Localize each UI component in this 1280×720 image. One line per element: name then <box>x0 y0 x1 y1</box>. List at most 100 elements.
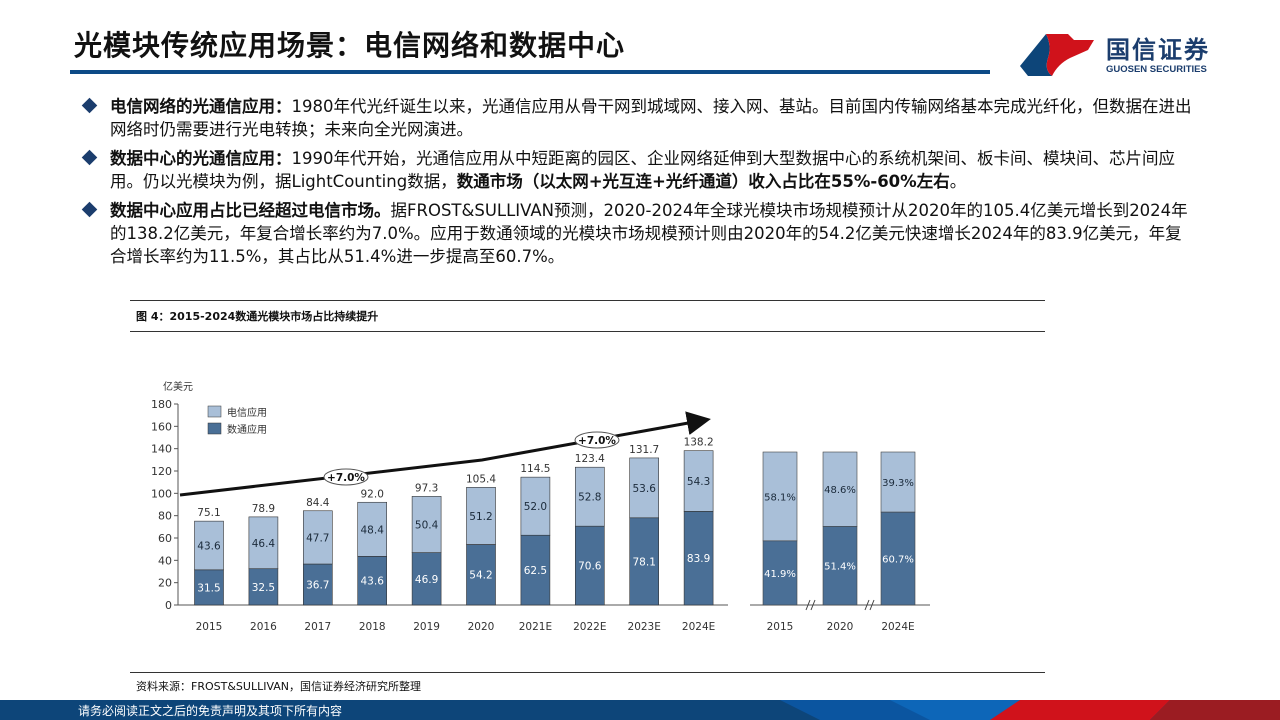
share-telecom-label: 58.1% <box>764 492 796 503</box>
x-tick-label: 2023E <box>628 621 661 633</box>
total-value-label: 105.4 <box>466 473 496 485</box>
datacom-value-label: 54.2 <box>469 570 492 582</box>
bar-telecom <box>302 510 333 565</box>
cagr-label: +7.0% <box>327 472 365 484</box>
market-chart: 亿美元 0 20 40 60 80 100 120 140 160 180 31.5 43.6 75.1 2… <box>151 380 930 633</box>
x-tick-label: 2015 <box>196 621 223 633</box>
legend-swatch-datacom <box>207 422 222 435</box>
source-rule <box>130 672 1045 673</box>
y-tick-label: 180 <box>151 398 172 411</box>
datacom-value-label: 83.9 <box>687 553 710 565</box>
telecom-value-label: 53.6 <box>633 483 657 495</box>
y-tick-label: 100 <box>151 487 172 500</box>
x-tick-label: 2016 <box>250 621 277 633</box>
bullet-heading: 数据中心的光通信应用： <box>110 149 292 168</box>
axis-break-icon <box>864 599 875 611</box>
total-value-label: 92.0 <box>361 488 384 500</box>
bullet-list: 电信网络的光通信应用：1980年代光纤诞生以来，光通信应用从骨干网到城域网、接入… <box>81 95 1194 274</box>
bullet-heading: 数据中心应用占比已经超过电信市场。 <box>110 201 391 220</box>
bar-telecom <box>520 476 551 536</box>
datacom-value-label: 46.9 <box>415 574 438 586</box>
share-telecom-label: 48.6% <box>824 485 856 496</box>
bullet-item: 数据中心的光通信应用：1990年代开始，光通信应用从中短距离的园区、企业网络延伸… <box>81 147 1194 193</box>
total-value-label: 131.7 <box>629 444 659 456</box>
total-value-label: 138.2 <box>684 437 714 449</box>
bar-telecom <box>357 501 388 557</box>
bullet-highlight: 数通市场（以太网+光互连+光纤通道）收入占比在55%-60%左右 <box>456 172 950 191</box>
y-tick-label: 160 <box>151 420 172 433</box>
bullet-item: 电信网络的光通信应用：1980年代光纤诞生以来，光通信应用从骨干网到城域网、接入… <box>81 95 1194 141</box>
x-tick-label: 2022E <box>573 621 606 633</box>
datacom-value-label: 70.6 <box>578 561 602 573</box>
datacom-value-label: 36.7 <box>306 580 329 592</box>
total-value-label: 123.4 <box>575 453 605 465</box>
x-tick-label: 2018 <box>359 621 386 633</box>
bar-datacom <box>520 534 551 606</box>
x-tick-label: 2021E <box>519 621 552 633</box>
bar-telecom <box>194 520 224 571</box>
cagr-badge <box>574 431 620 449</box>
telecom-value-label: 50.4 <box>415 519 439 531</box>
legend-label-telecom: 电信应用 <box>227 406 267 419</box>
y-tick-label: 0 <box>165 599 172 612</box>
telecom-value-label: 46.4 <box>252 538 276 550</box>
bullet-item: 数据中心应用占比已经超过电信市场。据FROST&SULLIVAN预测，2020-… <box>81 199 1194 268</box>
bar-telecom <box>629 457 660 519</box>
bar-telecom <box>683 450 714 512</box>
share-bar-datacom <box>762 540 798 606</box>
share-bar-telecom <box>822 451 858 527</box>
telecom-value-label: 47.7 <box>306 532 329 544</box>
share-telecom-label: 39.3% <box>882 478 914 489</box>
y-tick-label: 40 <box>158 554 172 567</box>
title-divider <box>70 70 990 74</box>
datacom-value-label: 31.5 <box>197 582 220 594</box>
share-x-tick-label: 2024E <box>881 621 914 633</box>
x-tick-label: 2020 <box>468 621 495 633</box>
cagr-trend-arrow <box>179 411 711 497</box>
share-datacom-label: 51.4% <box>824 562 856 573</box>
footer-disclaimer: 请务必阅读正文之后的免责声明及其项下所有内容 <box>78 704 343 718</box>
share-bar-datacom <box>880 511 916 606</box>
bar-datacom <box>629 517 660 606</box>
bullet-text: 1980年代光纤诞生以来，光通信应用从骨干网到城域网、接入网、基站。目前国内传输… <box>110 97 1192 139</box>
logo-mark-icon <box>1020 34 1094 76</box>
datacom-value-label: 43.6 <box>361 576 385 588</box>
footer-decoration-icon <box>780 700 1280 720</box>
bar-datacom <box>411 552 442 606</box>
caption-top-rule <box>130 300 1045 301</box>
x-tick-label: 2017 <box>304 621 331 633</box>
share-bar-datacom <box>822 526 858 606</box>
bar-datacom <box>683 511 714 606</box>
y-tick-label: 140 <box>151 443 172 456</box>
page-title: 光模块传统应用场景：电信网络和数据中心 <box>74 29 626 62</box>
bullet-text: 据FROST&SULLIVAN预测，2020-2024年全球光模块市场规模预计从… <box>110 201 1188 266</box>
bullet-tail: 。 <box>949 172 967 191</box>
telecom-value-label: 43.6 <box>197 540 221 552</box>
legend-swatch-telecom <box>207 405 222 418</box>
total-value-label: 114.5 <box>520 463 550 475</box>
legend-label-datacom: 数通应用 <box>227 423 267 436</box>
axis-break-icon <box>805 599 816 611</box>
bar-telecom <box>466 487 496 545</box>
bar-datacom <box>574 525 605 606</box>
y-tick-label: 60 <box>158 532 172 545</box>
x-tick-label: 2024E <box>682 621 715 633</box>
bar-datacom <box>466 544 496 606</box>
caption-bottom-rule <box>130 331 1045 332</box>
cagr-badge <box>323 468 369 486</box>
share-x-tick-label: 2020 <box>827 621 854 633</box>
datacom-value-label: 78.1 <box>633 556 656 568</box>
share-x-tick-label: 2015 <box>767 621 794 633</box>
guosen-logo: 国信证券 GUOSEN SECURITIES <box>1018 28 1228 78</box>
figure-caption: 图 4：2015-2024数通光模块市场占比持续提升 <box>136 310 379 323</box>
total-value-label: 84.4 <box>306 497 330 509</box>
footer-bar: 请务必阅读正文之后的免责声明及其项下所有内容 <box>0 700 1280 720</box>
bar-telecom <box>248 516 279 570</box>
total-value-label: 78.9 <box>252 503 275 515</box>
datacom-value-label: 62.5 <box>524 565 547 577</box>
share-bar-telecom <box>880 451 916 513</box>
y-axis-unit: 亿美元 <box>163 380 193 393</box>
bar-telecom <box>411 496 442 553</box>
bullet-heading: 电信网络的光通信应用： <box>110 97 292 116</box>
x-tick-label: 2019 <box>413 621 440 633</box>
